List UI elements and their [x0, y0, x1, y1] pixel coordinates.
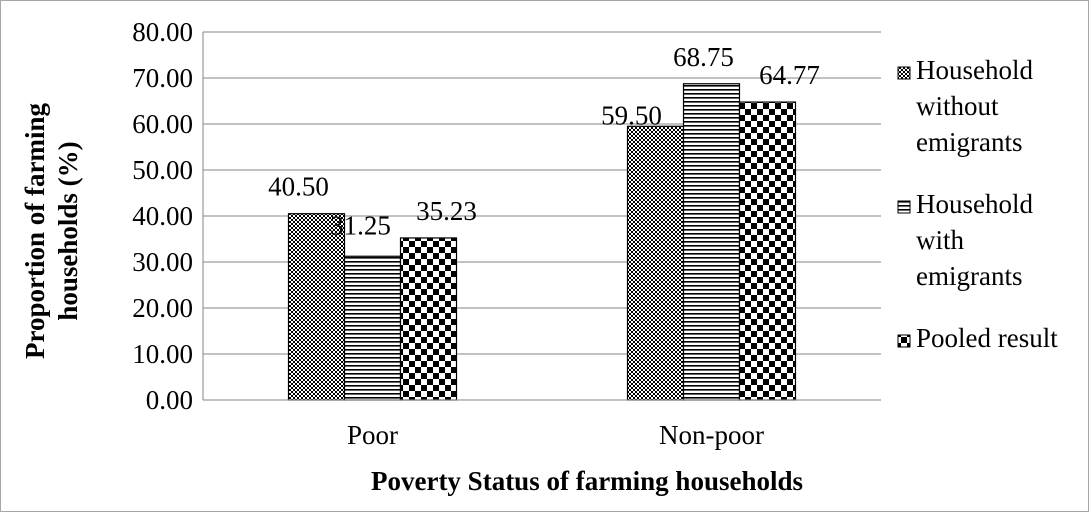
- bar-non-poor-series-3: [738, 101, 797, 401]
- x-tick-label: Poor: [347, 420, 398, 450]
- bar-poor-series-1: [287, 213, 346, 401]
- bar-poor-series-3: [399, 237, 458, 401]
- y-tick-label: 80.00: [132, 17, 193, 47]
- legend-swatch-series-1: [897, 66, 911, 80]
- legend-label: with: [916, 225, 965, 255]
- legend-swatch-series-2: [897, 200, 911, 214]
- data-label: 64.77: [759, 60, 820, 90]
- legend-label: emigrants: [916, 127, 1022, 157]
- axes: 0.00 10.00 20.00 30.00 40.00 50.00 60.00 70.00 8…: [20, 17, 881, 496]
- bar-non-poor-series-2: [682, 83, 741, 401]
- y-tick-label: 30.00: [132, 247, 193, 277]
- y-axis-title-line: households (%): [53, 141, 83, 320]
- legend: Household without emigrants Household with em…: [897, 55, 1058, 353]
- y-tick-label: 40.00: [132, 201, 193, 231]
- y-tick-label: 50.00: [132, 155, 193, 185]
- data-label: 40.50: [268, 172, 329, 202]
- y-tick-label: 70.00: [132, 63, 193, 93]
- bars: [287, 83, 797, 401]
- y-tick-label: 10.00: [132, 339, 193, 369]
- data-label: 35.23: [416, 196, 477, 226]
- legend-label: Household: [916, 189, 1033, 219]
- legend-label: Pooled result: [916, 323, 1058, 353]
- legend-label: Household: [916, 55, 1033, 85]
- x-tick-label: Non-poor: [659, 420, 764, 450]
- legend-label: without: [916, 91, 999, 121]
- x-axis-title: Poverty Status of farming households: [371, 466, 803, 496]
- y-axis-title-line: Proportion of farming: [20, 103, 50, 359]
- data-label: 59.50: [601, 100, 662, 130]
- bar-non-poor-series-1: [626, 125, 685, 401]
- data-label: 31.25: [330, 210, 391, 240]
- y-tick-label: 20.00: [132, 293, 193, 323]
- y-tick-label: 60.00: [132, 109, 193, 139]
- y-tick-label: 0.00: [146, 385, 193, 415]
- data-label: 68.75: [673, 42, 734, 72]
- bar-poor-series-2: [343, 255, 402, 401]
- legend-swatch-series-3: [897, 334, 911, 348]
- legend-label: emigrants: [916, 261, 1022, 291]
